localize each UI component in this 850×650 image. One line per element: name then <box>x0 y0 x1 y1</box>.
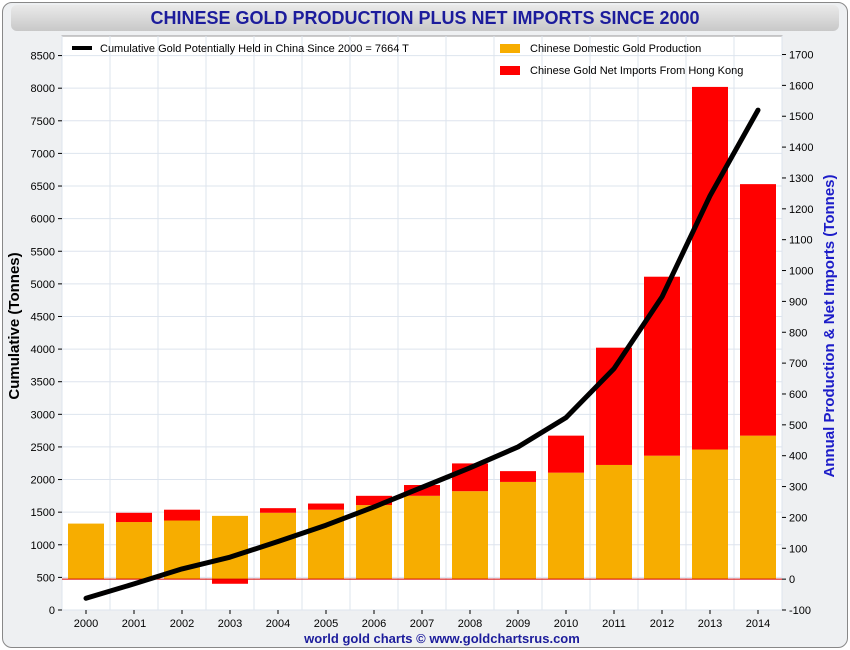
legend-label-imports: Chinese Gold Net Imports From Hong Kong <box>530 65 743 77</box>
x-tick-label-2000: 2000 <box>74 618 98 630</box>
left-tick-label-7500: 7500 <box>31 116 55 128</box>
bar-production-2006 <box>356 505 392 580</box>
right-tick-label-600: 600 <box>789 389 807 401</box>
x-tick-label-2014: 2014 <box>746 618 770 630</box>
left-tick-label-0: 0 <box>49 605 55 617</box>
right-tick-label-500: 500 <box>789 420 807 432</box>
right-tick-label-1100: 1100 <box>789 235 813 247</box>
left-tick-label-8500: 8500 <box>31 51 55 63</box>
bar-production-2010 <box>548 472 584 580</box>
bar-imports-2001 <box>116 512 152 523</box>
cumulative-line <box>83 107 761 601</box>
legend-label-cumulative: Cumulative Gold Potentially Held in Chin… <box>100 43 409 55</box>
right-tick-label-100: 100 <box>789 543 807 555</box>
bar-production-2000 <box>68 523 104 580</box>
bar-production-2008 <box>452 491 488 580</box>
legend-swatch-production <box>500 44 520 53</box>
x-axis: 2000 2001 2002 2003 2004 2005 2006 2007 2008 2009… <box>74 610 770 630</box>
right-tick-label-1300: 1300 <box>789 173 813 185</box>
bar-imports-2005 <box>308 503 344 510</box>
bar-production-2011 <box>596 464 632 580</box>
x-tick-label-2009: 2009 <box>506 618 530 630</box>
bar-imports-2007 <box>404 485 440 496</box>
right-tick-label-1600: 1600 <box>789 80 813 92</box>
x-tick-label-2004: 2004 <box>266 618 290 630</box>
left-tick-label-4500: 4500 <box>31 311 55 323</box>
bar-production-2009 <box>500 481 536 580</box>
right-tick-label-0: 0 <box>789 574 795 586</box>
left-tick-label-5000: 5000 <box>31 279 55 291</box>
left-tick-label-5500: 5500 <box>31 246 55 258</box>
cumulative-line-group <box>83 107 761 601</box>
right-tick-label-1200: 1200 <box>789 204 813 216</box>
right-tick-label-800: 800 <box>789 327 807 339</box>
bar-production-2007 <box>404 495 440 580</box>
left-tick-label-1000: 1000 <box>31 540 55 552</box>
bar-imports-2002 <box>164 509 200 521</box>
left-tick-label-6500: 6500 <box>31 181 55 193</box>
right-tick-label--100: -100 <box>789 605 811 617</box>
bar-production-2013 <box>692 449 728 580</box>
left-tick-label-2500: 2500 <box>31 442 55 454</box>
x-tick-label-2011: 2011 <box>602 618 626 630</box>
left-tick-label-1500: 1500 <box>31 507 55 519</box>
bar-production-2012 <box>644 455 680 580</box>
x-tick-label-2013: 2013 <box>698 618 722 630</box>
right-tick-label-300: 300 <box>789 482 807 494</box>
bar-imports-2009 <box>500 471 536 482</box>
right-tick-label-700: 700 <box>789 358 807 370</box>
left-tick-label-4000: 4000 <box>31 344 55 356</box>
bar-imports-2010 <box>548 435 584 473</box>
legend: Cumulative Gold Potentially Held in Chin… <box>72 43 743 77</box>
left-tick-label-7000: 7000 <box>31 148 55 160</box>
left-tick-label-3000: 3000 <box>31 409 55 421</box>
y-axis-label-left: Cumulative (Tonnes) <box>6 252 23 399</box>
left-tick-label-2000: 2000 <box>31 475 55 487</box>
left-tick-label-6000: 6000 <box>31 214 55 226</box>
right-tick-label-900: 900 <box>789 296 807 308</box>
right-tick-label-1500: 1500 <box>789 111 813 123</box>
right-tick-label-1400: 1400 <box>789 142 813 154</box>
x-tick-label-2002: 2002 <box>170 618 194 630</box>
bar-production-2014 <box>740 435 776 580</box>
bar-imports-2012 <box>644 276 680 456</box>
x-tick-label-2006: 2006 <box>362 618 386 630</box>
bar-production-2003 <box>212 515 248 580</box>
legend-swatch-imports <box>500 66 520 75</box>
bar-production-2001 <box>116 522 152 580</box>
x-tick-label-2003: 2003 <box>218 618 242 630</box>
right-tick-label-200: 200 <box>789 512 807 524</box>
x-tick-label-2005: 2005 <box>314 618 338 630</box>
bar-imports-2013 <box>692 86 728 450</box>
right-tick-label-1700: 1700 <box>789 50 813 62</box>
right-tick-label-1000: 1000 <box>789 266 813 278</box>
bars-group <box>68 86 776 584</box>
legend-label-production: Chinese Domestic Gold Production <box>530 43 701 55</box>
title-bar: CHINESE GOLD PRODUCTION PLUS NET IMPORTS… <box>11 5 839 31</box>
left-tick-label-3500: 3500 <box>31 377 55 389</box>
right-tick-label-400: 400 <box>789 451 807 463</box>
left-axis: 0 500 1000 1500 2000 2500 3000 3500 4000 4500 5000… <box>31 51 62 617</box>
x-tick-label-2001: 2001 <box>122 618 146 630</box>
x-tick-label-2012: 2012 <box>650 618 674 630</box>
y-axis-label-right: Annual Production & Net Imports (Tonnes) <box>821 174 838 477</box>
bar-imports-2004 <box>260 508 296 513</box>
bar-imports-2003 <box>212 579 248 584</box>
bar-imports-2006 <box>356 495 392 506</box>
left-tick-label-8000: 8000 <box>31 83 55 95</box>
x-tick-label-2010: 2010 <box>554 618 578 630</box>
left-tick-label-500: 500 <box>37 572 55 584</box>
bar-imports-2014 <box>740 184 776 436</box>
chart-title: CHINESE GOLD PRODUCTION PLUS NET IMPORTS… <box>150 8 700 28</box>
source-label: world gold charts © www.goldchartsrus.co… <box>303 631 580 646</box>
right-axis: -100 0 100 200 300 400 500 600 700 800 900 1000 1100… <box>782 50 813 617</box>
x-tick-label-2007: 2007 <box>410 618 434 630</box>
x-tick-label-2008: 2008 <box>458 618 482 630</box>
